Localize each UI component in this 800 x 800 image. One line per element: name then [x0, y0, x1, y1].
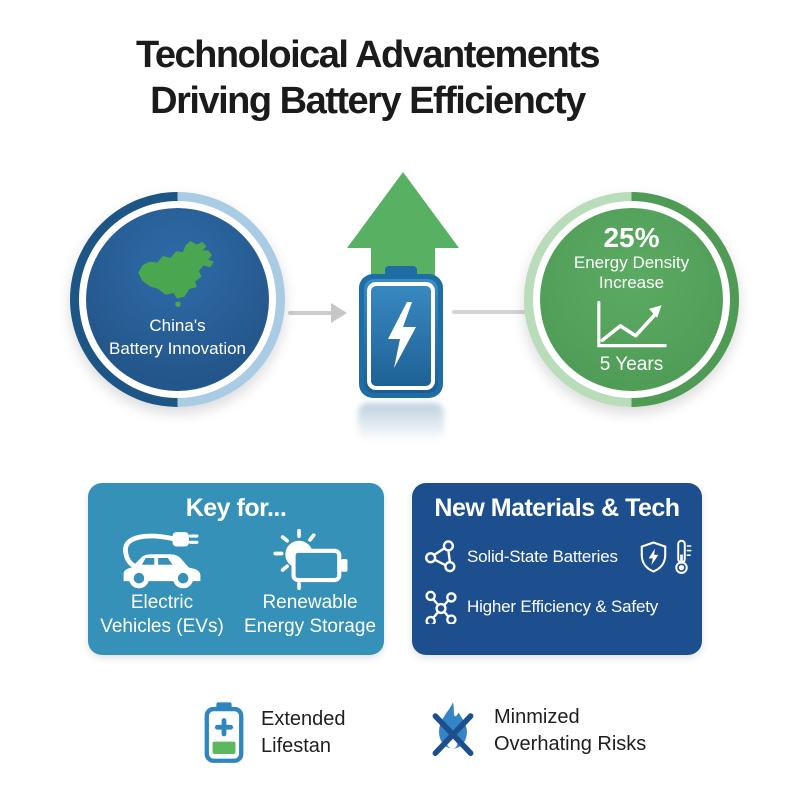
materials-badges [639, 538, 692, 575]
materials-card-title: New Materials & Tech [434, 494, 680, 522]
key-item-label-line2: Energy Storage [243, 615, 377, 637]
shield-bolt-icon [640, 540, 667, 573]
footer-label-line1: Minmized [494, 706, 580, 728]
percent-value: 25% [603, 222, 660, 254]
badge-inner: 25% Energy Density Increase 5 Years [540, 208, 723, 391]
molecule-4-nodes-icon [425, 590, 457, 624]
connector-right-line [452, 310, 530, 314]
sun-battery-icon [273, 528, 348, 591]
energy-density-badge: 25% Energy Density Increase 5 Years [524, 192, 739, 407]
china-innovation-badge: China's Battery Innovation [70, 192, 285, 407]
connector-left-arrowhead-icon [331, 303, 347, 323]
key-item-label-line1: Electric [130, 592, 194, 613]
materials-item-label: Higher Efficiency & Safety [467, 597, 659, 616]
badge-inner: China's Battery Innovation [86, 208, 269, 391]
battery-charge-icon [359, 266, 443, 398]
china-map-icon [137, 241, 214, 308]
ev-car-icon [123, 532, 201, 589]
page-title-line1: Technoloical Advantements [136, 34, 600, 76]
footer-label: Extended Lifestan [261, 701, 346, 759]
caption-line2: Increase [598, 273, 665, 293]
page-title-line2: Driving Battery Efficiencty [150, 79, 586, 122]
battery-plus-icon [204, 702, 244, 763]
key-for-card: Key for... Electric Vehicles (EVs) [88, 483, 384, 655]
molecule-3-nodes-icon [425, 539, 456, 572]
key-for-card-title: Key for... [185, 494, 287, 522]
no-fire-icon [432, 702, 474, 757]
key-item-label-line1: Renewable [262, 592, 358, 613]
caption-line1: Energy Density [573, 252, 690, 272]
footer-item-lifespan: Extended Lifestan [202, 701, 346, 765]
connector-left-line [288, 311, 332, 315]
materials-row-solid-state: Solid-State Batteries [412, 538, 702, 575]
badge-label-line2: Battery Innovation [108, 338, 247, 358]
thermometer-icon [675, 539, 692, 574]
key-item-label: Renewable Energy Storage [244, 591, 376, 639]
badge-label: China's Battery Innovation [109, 315, 246, 359]
footer-label: Minmized Overhating Risks [494, 699, 646, 757]
materials-row-efficiency: Higher Efficiency & Safety [412, 590, 702, 624]
footer-label-line2: Lifestan [261, 734, 332, 757]
footer-label-line1: Extended [261, 708, 346, 730]
materials-item-label: Solid-State Batteries [467, 546, 618, 566]
growth-chart-icon [596, 300, 667, 347]
battery-reflection [358, 403, 444, 441]
key-item-renewable: Renewable Energy Storage [236, 527, 384, 639]
materials-card: New Materials & Tech Solid-State Batteri… [412, 483, 702, 655]
footer-item-overheating: Minmized Overhating Risks [427, 699, 646, 761]
key-item-label-line2: Vehicles (EVs) [100, 615, 224, 637]
key-item-ev: Electric Vehicles (EVs) [88, 527, 236, 639]
badge-label-line1: China's [149, 316, 206, 336]
footer-label-line2: Overhating Risks [494, 732, 647, 755]
page-title: Technoloical Advantements Driving Batter… [0, 33, 735, 124]
key-item-label: Electric Vehicles (EVs) [100, 591, 224, 639]
period-label: 5 Years [599, 353, 664, 375]
